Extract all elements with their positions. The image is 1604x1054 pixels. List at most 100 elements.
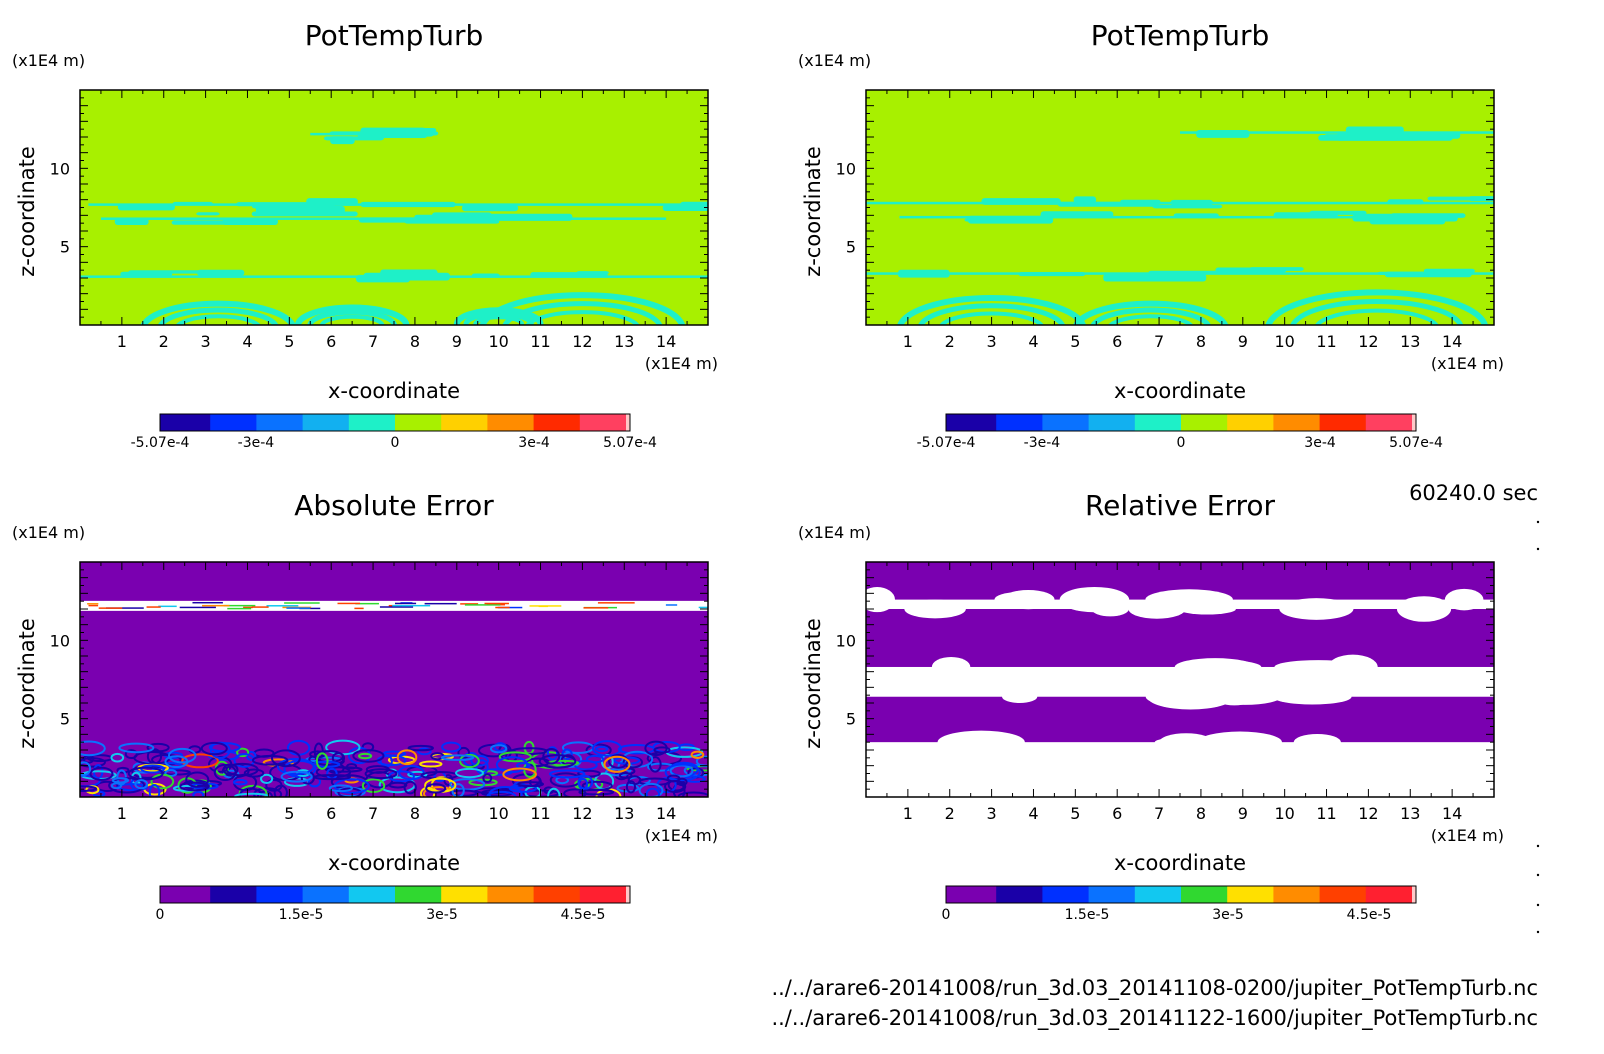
panel-tr: PotTempTurb(x1E4 m)1 2 3 4 5 6 7 8 9 10 11 12 13 1451…	[798, 19, 1504, 451]
contour-line	[899, 215, 1411, 219]
error-contour	[477, 743, 510, 758]
x-tick-label: 8	[410, 332, 420, 351]
contour-band	[461, 204, 519, 212]
error-contour	[502, 767, 537, 782]
relative-error-blob	[1174, 659, 1262, 675]
error-contour	[185, 771, 210, 788]
panel-br: Relative Error(x1E4 m)1 2 3 4 5 6 7 8 9 10 11 12 13 1…	[798, 489, 1504, 923]
edge-dot	[1536, 547, 1540, 551]
error-stripe-line	[146, 606, 161, 608]
error-contour	[672, 782, 686, 797]
error-contour	[407, 744, 434, 752]
colorbar-tick-label: 5.07e-4	[603, 435, 657, 451]
error-stripe-line	[87, 603, 99, 605]
error-contour	[664, 763, 701, 782]
y-tick-label: 10	[836, 631, 856, 650]
x-tick-label: 9	[1238, 332, 1248, 351]
error-contour	[164, 769, 178, 778]
colorbar-cap-left	[160, 886, 164, 903]
error-contour	[276, 757, 315, 776]
relative-error-blob	[937, 730, 1025, 754]
y-axis-label: z-coordinate	[15, 618, 39, 749]
error-contour	[548, 769, 586, 779]
x-tick-label: 4	[1028, 804, 1038, 823]
contour-band	[251, 211, 358, 217]
x-tick-label: 10	[1274, 332, 1294, 351]
error-stripe-line	[392, 604, 431, 607]
contour-band	[197, 269, 245, 276]
contour-arc	[1090, 307, 1212, 325]
error-stripe-line	[460, 603, 479, 605]
x-tick-label: 2	[945, 332, 955, 351]
contour-arc	[1290, 299, 1464, 325]
error-contour	[111, 777, 130, 784]
x-tick-label: 5	[284, 332, 294, 351]
x-unit-label: (x1E4 m)	[1431, 354, 1504, 373]
contour-arc	[939, 311, 1044, 325]
colorbar-cap-left	[946, 886, 950, 903]
x-tick-label: 12	[572, 332, 592, 351]
panel-tl: PotTempTurb(x1E4 m)1 2 3 4 5 6 7 8 9 10 11 12 13 1451…	[12, 19, 718, 451]
x-tick-label: 4	[1028, 332, 1038, 351]
x-tick-label: 4	[242, 804, 252, 823]
contour-arc	[175, 314, 261, 325]
x-axis-label: x-coordinate	[328, 851, 460, 875]
x-tick-label: 11	[530, 332, 550, 351]
x-tick-label: 1	[117, 332, 127, 351]
error-contour	[644, 740, 668, 756]
error-contour	[653, 746, 671, 754]
colorbar-tick-label: 4.5e-5	[561, 907, 606, 923]
x-tick-label: 13	[1400, 332, 1420, 351]
chart-title: Relative Error	[1085, 489, 1276, 522]
error-contour	[577, 777, 589, 790]
x-tick-label: 9	[1238, 804, 1248, 823]
x-unit-label: (x1E4 m)	[645, 826, 718, 845]
error-contour	[116, 766, 130, 774]
error-contour	[110, 752, 125, 763]
colorbar-cap-right	[626, 414, 630, 431]
colorbar-swatch	[533, 886, 581, 903]
chart-title: PotTempTurb	[1091, 19, 1270, 52]
error-contour	[80, 785, 98, 793]
contour-arc	[1107, 314, 1194, 325]
colorbar-swatch	[1088, 414, 1136, 431]
contour-arc	[897, 294, 1087, 325]
relative-error-blob	[1279, 598, 1354, 620]
error-stripe-line	[583, 607, 609, 609]
y-unit-label: (x1E4 m)	[798, 51, 871, 70]
error-contour	[280, 770, 313, 783]
colorbar-swatch	[1365, 414, 1413, 431]
colorbar-swatch	[533, 414, 581, 431]
error-contour	[422, 786, 456, 797]
relative-error-blob	[994, 592, 1042, 607]
plot-area	[866, 562, 1494, 797]
error-stripe-line	[227, 607, 252, 610]
colorbar-swatch	[1273, 414, 1321, 431]
edge-dot	[1536, 873, 1540, 877]
edge-dot	[1536, 844, 1540, 848]
error-contour	[110, 782, 123, 790]
colorbar-tick-label: -5.07e-4	[917, 435, 976, 451]
error-contour	[315, 752, 329, 770]
colorbar-swatch	[441, 886, 488, 903]
error-contour	[181, 753, 219, 769]
colorbar-tick-label: 3e-4	[518, 435, 550, 451]
y-tick-label: 10	[50, 159, 70, 178]
x-tick-label: 8	[1196, 332, 1206, 351]
colorbar-swatch	[1088, 886, 1136, 903]
contour-band	[1073, 196, 1097, 204]
error-contour	[364, 768, 398, 780]
error-contour	[337, 787, 362, 797]
error-stripe-line	[286, 607, 311, 609]
colorbar-cap-right	[626, 886, 630, 903]
edge-dot	[1536, 930, 1540, 934]
y-tick-label: 10	[836, 159, 856, 178]
x-tick-label: 7	[1154, 804, 1164, 823]
colorbar-tick-label: 5.07e-4	[1389, 435, 1443, 451]
colorbar-swatch	[1181, 414, 1228, 431]
contour-line	[88, 203, 708, 206]
colorbar-swatch	[1134, 414, 1182, 431]
colorbar-swatch	[950, 414, 997, 431]
error-stripe-line	[597, 602, 635, 604]
error-contour	[457, 746, 471, 759]
